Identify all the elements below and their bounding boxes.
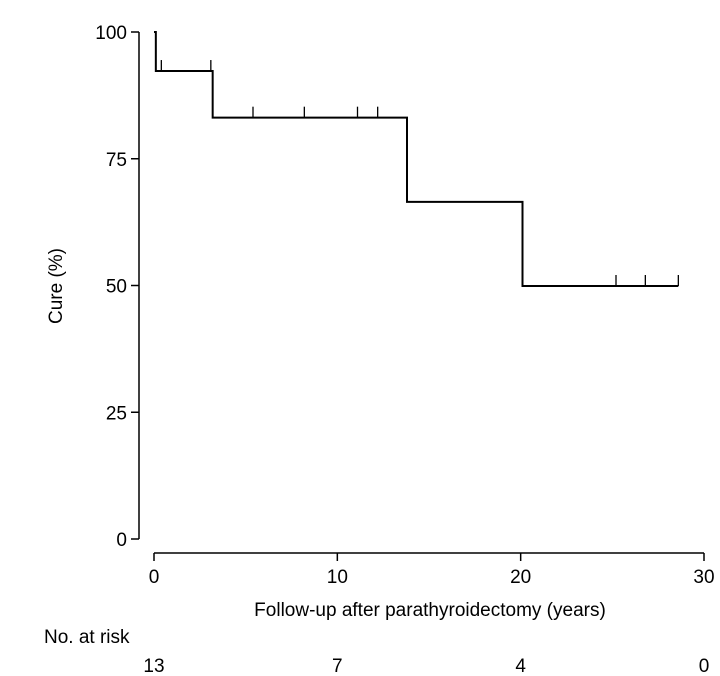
risk-count: 0	[699, 656, 710, 676]
y-tick-label: 25	[106, 403, 127, 424]
y-tick-label: 0	[116, 530, 127, 551]
risk-count: 13	[143, 656, 164, 676]
y-axis-label: Cure (%)	[46, 248, 67, 324]
y-tick-label: 100	[95, 23, 127, 44]
x-tick-label: 20	[510, 567, 531, 588]
survival-step-line	[154, 31, 679, 288]
x-tick-label: 0	[149, 567, 160, 588]
x-tick-label: 30	[693, 567, 714, 588]
risk-count: 4	[515, 656, 526, 676]
axes: 0 25 50 75 100 0 10 20 30	[95, 23, 714, 588]
x-axis-label: Follow-up after parathyroidectomy (years…	[254, 600, 606, 621]
y-tick-label: 75	[106, 150, 127, 171]
risk-count: 7	[332, 656, 343, 676]
risk-table-label: No. at risk	[44, 627, 130, 648]
y-tick-label: 50	[106, 277, 127, 298]
plot-area	[154, 31, 679, 288]
risk-table: 13 7 4 0	[143, 656, 709, 676]
x-tick-label: 10	[327, 567, 348, 588]
